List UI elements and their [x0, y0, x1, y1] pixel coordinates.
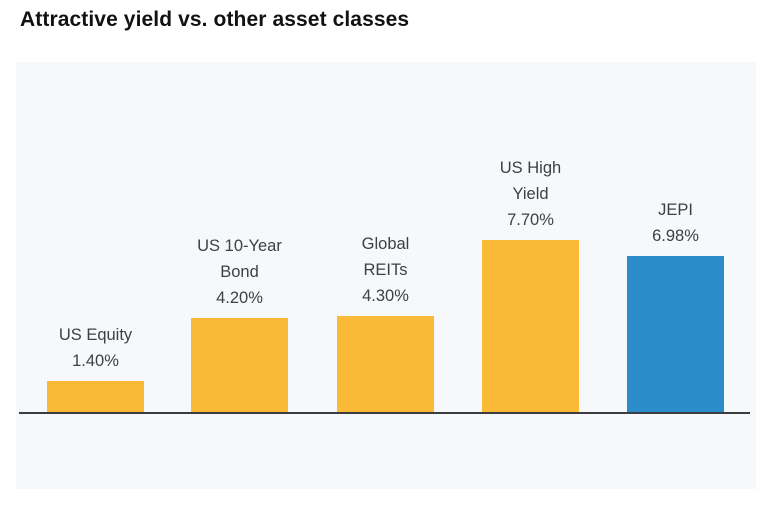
bar-group-us-high-yield: US High Yield 7.70%: [482, 155, 579, 412]
bar-value-label: 1.40%: [72, 352, 119, 370]
bar-group-us-10-year-bond: US 10-Year Bond 4.20%: [191, 233, 288, 412]
bar-label: JEPI 6.98%: [591, 197, 761, 249]
x-axis-baseline: [19, 412, 750, 414]
bar-us-10-year-bond: [191, 318, 288, 412]
bar-value-label: 6.98%: [652, 227, 699, 245]
bar-group-global-reits: Global REITs 4.30%: [337, 231, 434, 412]
bar-group-us-equity: US Equity 1.40%: [47, 322, 144, 412]
bar-category-label: US High Yield: [499, 159, 562, 203]
plot-area: US Equity 1.40% US 10-Year Bond 4.20% Gl…: [16, 62, 756, 412]
bar-group-jepi: JEPI 6.98%: [627, 197, 724, 412]
bar-label: US Equity 1.40%: [11, 322, 181, 374]
bar-value-label: 4.30%: [362, 287, 409, 305]
bar-category-label: US Equity: [58, 326, 133, 344]
bar-category-label: US 10-Year Bond: [197, 237, 282, 281]
bar-value-label: 4.20%: [216, 289, 263, 307]
bar-value-label: 7.70%: [507, 211, 554, 229]
chart-title: Attractive yield vs. other asset classes: [20, 8, 410, 31]
bar-us-equity: [47, 381, 144, 412]
bar-category-label: Global REITs: [361, 235, 410, 279]
bar-jepi: [627, 256, 724, 412]
bar-label: US 10-Year Bond 4.20%: [155, 233, 325, 311]
plot-panel: US Equity 1.40% US 10-Year Bond 4.20% Gl…: [16, 62, 756, 489]
bar-label: Global REITs 4.30%: [301, 231, 471, 309]
bar-us-high-yield: [482, 240, 579, 412]
bar-category-label: JEPI: [658, 201, 693, 219]
bar-global-reits: [337, 316, 434, 412]
bar-label: US High Yield 7.70%: [446, 155, 616, 233]
